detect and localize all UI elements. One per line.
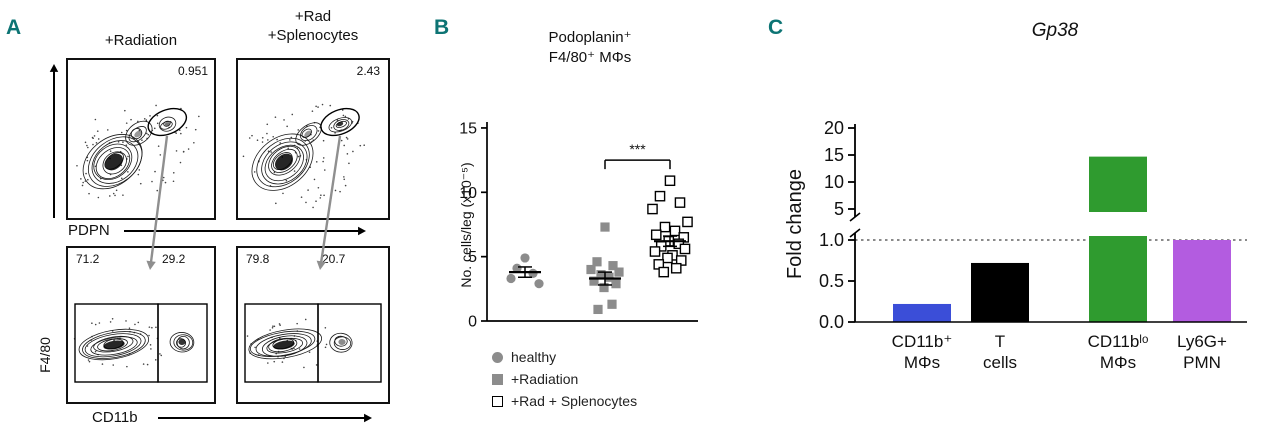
legend-label: +Rad + Splenocytes xyxy=(511,393,638,409)
panel-c-label: C xyxy=(768,16,784,39)
error-bar-0 xyxy=(509,266,541,278)
bar-1 xyxy=(971,262,1029,322)
flow-contours-svg xyxy=(76,104,200,199)
legend-item-radiation: +Radiation xyxy=(492,371,637,387)
bar-3 xyxy=(1173,240,1231,322)
panel-b-label: B xyxy=(434,16,450,39)
bar-chart-svg: 0.0 0.5 1.0 5 10 15 20 CD11b⁺ MΦs T cells CD11bˡᵒ MΦ… xyxy=(819,118,1247,372)
chart-title-line-1: Podoplanin⁺ xyxy=(548,29,632,46)
condition-title-line-1: +Rad xyxy=(294,8,332,25)
flow-plot-radiation-cd11b: 71.2 29.2 xyxy=(66,246,216,404)
y-axis-label-f480: F4/80 xyxy=(37,337,53,373)
filled-circle-marker-icon xyxy=(492,351,503,363)
svg-text:5: 5 xyxy=(834,199,844,219)
gate-percentage-right: 20.7 xyxy=(322,252,346,266)
panel-a-label: A xyxy=(6,16,22,39)
gate-ellipse xyxy=(147,107,188,137)
legend-label: +Radiation xyxy=(511,371,579,387)
scatter-group-0 xyxy=(506,253,544,289)
legend-item-rad-splenocytes: +Rad + Splenocytes xyxy=(492,393,637,409)
x-category-label: Ly6G+ PMN xyxy=(1177,332,1227,372)
x-axis-label-cd11b: CD11b xyxy=(92,409,138,426)
gate-percentage-left: 79.8 xyxy=(246,252,270,266)
open-square-marker-icon xyxy=(492,395,503,407)
y-axis-label: No. cells/leg (x10⁻⁵) xyxy=(458,162,474,288)
legend: healthy +Radiation +Rad + Splenocytes xyxy=(492,349,637,415)
error-bar-2 xyxy=(654,235,686,248)
flow-contours-svg xyxy=(73,303,208,383)
x-axis-label-pdpn: PDPN xyxy=(68,222,110,239)
gate-percentage-right: 29.2 xyxy=(162,252,186,266)
chart-title-gp38: Gp38 xyxy=(1031,20,1079,41)
error-bar-1 xyxy=(589,271,621,286)
svg-text:10: 10 xyxy=(824,172,844,192)
gate-rect-right xyxy=(317,303,382,383)
y-axis-label: Fold change xyxy=(784,168,806,280)
bar-0 xyxy=(893,303,951,322)
scatter-group-1 xyxy=(586,222,624,315)
flow-plot-rad-splenocytes-pdpn: 2.43 xyxy=(236,58,390,220)
legend-label: healthy xyxy=(511,349,557,365)
flow-contours-svg xyxy=(242,103,365,209)
gate-ellipse xyxy=(320,107,360,137)
gate-percentage-left: 71.2 xyxy=(76,252,100,266)
svg-text:1.0: 1.0 xyxy=(819,230,844,250)
flow-plot-radiation-pdpn: 0.951 xyxy=(66,58,216,220)
bar-2 xyxy=(1089,156,1147,322)
x-category-label: CD11b⁺ MΦs xyxy=(892,332,953,372)
filled-square-marker-icon xyxy=(492,373,503,385)
svg-text:***: *** xyxy=(629,141,646,157)
flow-plot-rad-splenocytes-cd11b: 79.8 20.7 xyxy=(236,246,390,404)
panel-a-flow-cytometry: A +Radiation +Rad +Splenocytes 0.951 2.4… xyxy=(0,0,430,440)
svg-text:0.0: 0.0 xyxy=(819,312,844,332)
panel-b-scatter-plot: B Podoplanin⁺ F4/80⁺ MΦs No. cells/leg (… xyxy=(430,0,730,440)
gate-percentage: 0.951 xyxy=(177,64,208,78)
scatter-group-2 xyxy=(647,175,693,278)
svg-text:20: 20 xyxy=(824,118,844,138)
panel-c-bar-chart: C Gp38 Fold change 0.0 0.5 1.0 5 10 15 20 CD11b… xyxy=(760,0,1280,440)
chart-title-line-2: F4/80⁺ MΦs xyxy=(548,48,632,66)
condition-title-line-2: +Splenocytes xyxy=(267,26,359,44)
condition-title-rad-splenocytes: +Rad +Splenocytes xyxy=(226,8,400,46)
legend-item-healthy: healthy xyxy=(492,349,637,365)
svg-text:0.5: 0.5 xyxy=(819,271,844,291)
x-category-label: CD11bˡᵒ MΦs xyxy=(1088,332,1149,372)
flow-contours-svg xyxy=(244,303,382,383)
gate-rect-right xyxy=(157,303,208,383)
condition-title-radiation: +Radiation xyxy=(104,32,178,49)
gate-percentage: 2.43 xyxy=(356,64,380,78)
significance-bracket: *** xyxy=(604,141,671,170)
chart-title: Podoplanin⁺ F4/80⁺ MΦs xyxy=(470,28,710,67)
svg-text:15: 15 xyxy=(824,145,844,165)
